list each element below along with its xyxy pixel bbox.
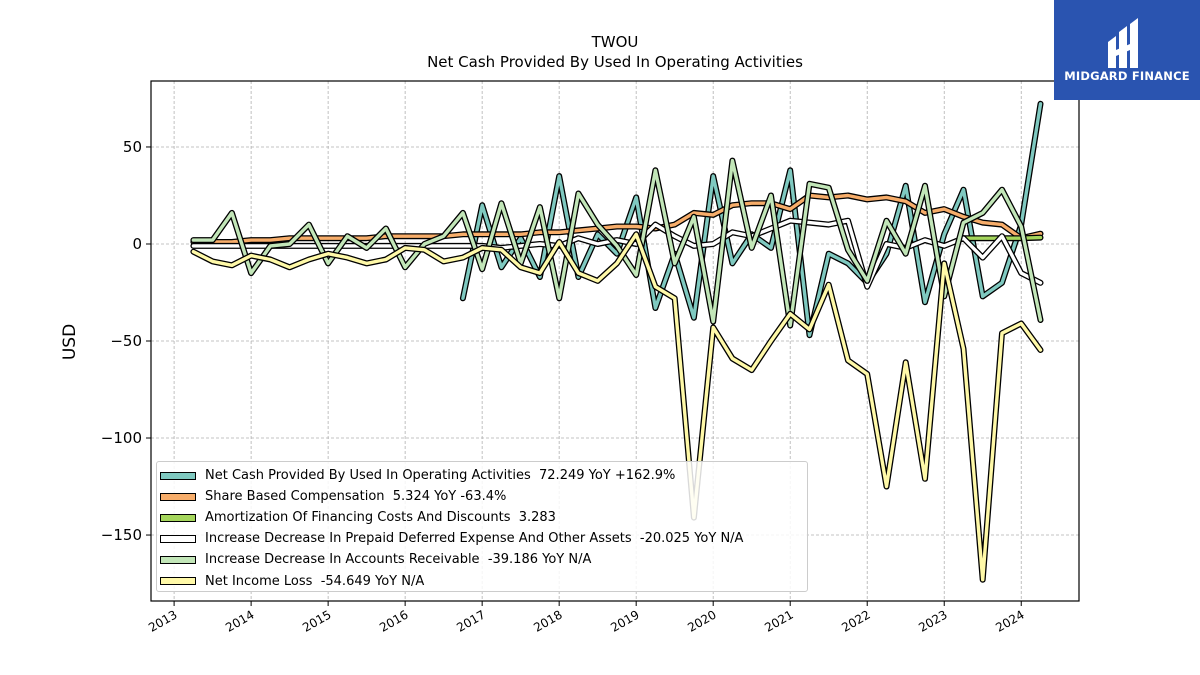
- series-group: [190, 100, 1044, 583]
- midgard-logo-icon: [1108, 18, 1138, 68]
- y-tick-label: −100: [101, 429, 142, 447]
- y-tick-label: −50: [110, 332, 142, 350]
- legend-item: Net Cash Provided By Used In Operating A…: [159, 465, 807, 486]
- x-tick-label: 2019: [608, 607, 641, 634]
- x-tick-label: 2016: [377, 607, 410, 634]
- legend-label: Amortization Of Financing Costs And Disc…: [205, 510, 556, 526]
- x-tick-label: 2021: [762, 607, 795, 634]
- legend-swatch: [160, 555, 196, 564]
- legend-label: Net Cash Provided By Used In Operating A…: [205, 468, 676, 484]
- y-tick-label: −150: [101, 526, 142, 544]
- brand-name: MIDGARD FINANCE: [1064, 69, 1190, 83]
- series-line: [190, 192, 1044, 245]
- legend-item: Increase Decrease In Prepaid Deferred Ex…: [159, 528, 807, 549]
- chart-subtitle: Net Cash Provided By Used In Operating A…: [427, 53, 803, 71]
- y-tick-label: 0: [132, 235, 142, 253]
- legend-swatch: [160, 534, 196, 543]
- series-stroke: [191, 232, 1043, 582]
- legend-swatch: [160, 577, 196, 586]
- legend-swatch: [160, 492, 196, 501]
- legend-item: Amortization Of Financing Costs And Disc…: [159, 507, 807, 528]
- y-tick-label: 50: [123, 138, 142, 156]
- x-tick-label: 2024: [993, 607, 1026, 634]
- x-tick-label: 2023: [916, 607, 949, 634]
- legend-swatch: [160, 513, 196, 522]
- legend-item: Share Based Compensation 5.324 YoY -63.4…: [159, 486, 807, 507]
- chart-title: TWOU: [591, 33, 639, 51]
- y-axis-label: USD: [60, 324, 80, 360]
- brand-logo: MIDGARD FINANCE: [1054, 0, 1200, 100]
- legend-item: Net Income Loss -54.649 YoY N/A: [159, 570, 807, 591]
- legend-item: Increase Decrease In Accounts Receivable…: [159, 549, 807, 570]
- x-tick-label: 2022: [839, 607, 872, 634]
- legend-label: Increase Decrease In Accounts Receivable…: [205, 552, 592, 568]
- series-stroke: [191, 193, 1043, 244]
- x-tick-label: 2015: [300, 607, 333, 634]
- legend-label: Net Income Loss -54.649 YoY N/A: [205, 573, 425, 589]
- x-tick-label: 2013: [146, 607, 179, 634]
- legend-label: Increase Decrease In Prepaid Deferred Ex…: [205, 531, 744, 547]
- legend-swatch: [160, 471, 196, 480]
- legend-label: Share Based Compensation 5.324 YoY -63.4…: [205, 489, 507, 505]
- x-tick-label: 2014: [223, 607, 256, 634]
- x-tick-label: 2020: [685, 607, 718, 634]
- x-tick-label: 2017: [454, 607, 487, 634]
- legend: Net Cash Provided By Used In Operating A…: [156, 461, 808, 592]
- x-tick-label: 2018: [531, 607, 564, 634]
- series-line: [190, 231, 1044, 583]
